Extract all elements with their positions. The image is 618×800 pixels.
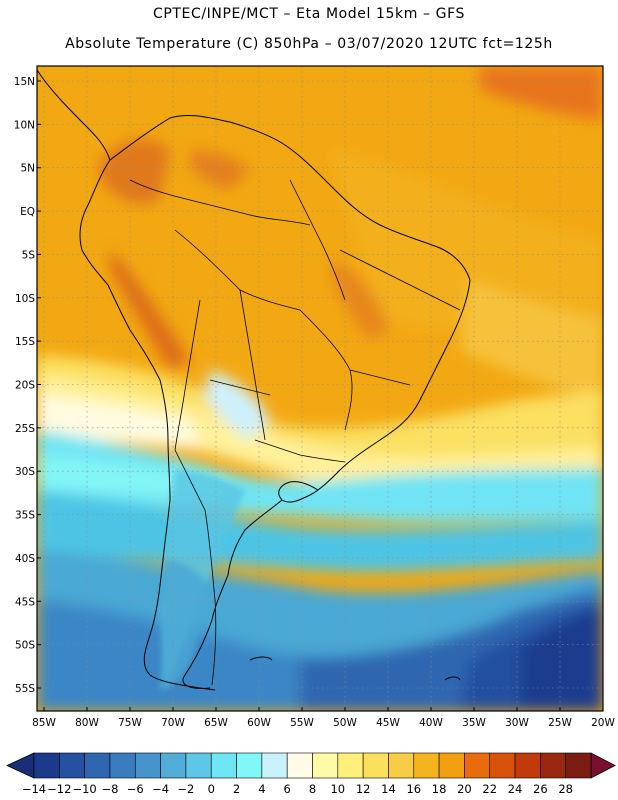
lat-label: 40S (15, 553, 35, 565)
colorbar-swatch (185, 752, 212, 779)
lon-label: 50W (333, 717, 357, 729)
colorbar-label: 26 (533, 782, 548, 796)
colorbar-label: 2 (233, 782, 240, 796)
colorbar-label: 24 (508, 782, 523, 796)
colorbar-label: −14 (22, 782, 46, 796)
colorbar-swatch (84, 752, 111, 779)
colorbar-label: 22 (482, 782, 497, 796)
map-frame (36, 65, 604, 712)
colorbar-swatch (514, 752, 541, 779)
lon-label: 75W (118, 717, 142, 729)
colorbar-under-triangle (6, 752, 35, 779)
colorbar-swatch (236, 752, 263, 779)
colorbar-label: 6 (284, 782, 291, 796)
colorbar-swatch (59, 752, 85, 779)
colorbar-label: −10 (72, 782, 96, 796)
colorbar-swatch (489, 752, 516, 779)
lat-label: 20S (15, 380, 35, 392)
colorbar-swatch (160, 752, 187, 779)
lat-label: 50S (15, 640, 35, 652)
colorbar-swatch (388, 752, 415, 779)
colorbar-swatch (540, 752, 566, 779)
colorbar-swatch (413, 752, 440, 779)
colorbar-label: −6 (127, 782, 144, 796)
lat-label: 45S (15, 596, 35, 608)
lat-label: 5N (20, 163, 35, 175)
lon-label: 40W (419, 717, 443, 729)
colorbar-over-triangle (590, 752, 616, 779)
lon-label: 30W (505, 717, 529, 729)
lat-label: 55S (15, 683, 35, 695)
colorbar-label: −8 (101, 782, 118, 796)
lon-label: 55W (290, 717, 314, 729)
title-line-1: CPTEC/INPE/MCT – Eta Model 15km – GFS (152, 6, 466, 22)
lon-label: 20W (591, 717, 615, 729)
coastline (37, 69, 471, 691)
colorbar-swatch (33, 752, 60, 779)
colorbar-swatch (438, 752, 465, 779)
lon-label: 70W (161, 717, 185, 729)
colorbar-swatch (337, 752, 364, 779)
longitude-axis: 85W 80W 75W 70W 65W 60W 55W 50W 45W 40W 35W 30W 25W 2… (32, 707, 615, 729)
colorbar-swatch (261, 752, 288, 779)
colorbar-label: 28 (558, 782, 573, 796)
colorbar-label: −12 (47, 782, 71, 796)
lon-label: 80W (75, 717, 99, 729)
lon-label: 25W (548, 717, 572, 729)
colorbar-label: 0 (208, 782, 215, 796)
colorbar-label: 12 (356, 782, 371, 796)
colorbar-label: −4 (152, 782, 169, 796)
political-borders (129, 179, 461, 686)
colorbar-label: 16 (406, 782, 421, 796)
colorbar-label: 14 (381, 782, 396, 796)
lat-label: 5S (22, 249, 36, 261)
title-line-2: Absolute Temperature (C) 850hPa – 03/07/… (65, 36, 553, 52)
colorbar-swatch (109, 752, 136, 779)
lat-label: 30S (15, 466, 35, 478)
colorbar-swatch (286, 752, 313, 779)
colorbar-label: 10 (330, 782, 345, 796)
colorbar-label: 18 (432, 782, 447, 796)
temperature-field (37, 66, 603, 711)
lat-label: 10N (14, 119, 35, 131)
colorbar-label: 4 (258, 782, 265, 796)
lat-label: EQ (20, 206, 35, 218)
colorbar-label: 20 (457, 782, 472, 796)
lon-label: 45W (376, 717, 400, 729)
lon-label: 60W (247, 717, 271, 729)
colorbar-swatch (362, 752, 389, 779)
colorbar: −14 −12 −10 −8 −6 −4 −2 0 2 4 6 8 10 12 14 16 18 20 22 24 26… (6, 752, 616, 796)
colorbar-label: −2 (177, 782, 194, 796)
colorbar-swatch (565, 752, 592, 779)
lon-label: 35W (462, 717, 486, 729)
lat-label: 25S (15, 423, 35, 435)
lat-label: 15S (15, 336, 35, 348)
lat-label: 35S (15, 510, 35, 522)
latitude-axis: 15N 10N 5N EQ 5S 10S 15S 20S 25S 30S 35S 40S 45S 50S 5… (14, 76, 41, 695)
colorbar-swatch (210, 752, 237, 779)
colorbar-swatch (464, 752, 491, 779)
lon-label: 85W (32, 717, 56, 729)
lat-label: 10S (15, 293, 35, 305)
colorbar-label: 8 (309, 782, 316, 796)
lon-label: 65W (204, 717, 228, 729)
lat-label: 15N (14, 76, 35, 88)
colorbar-swatch (312, 752, 339, 779)
colorbar-swatch (134, 752, 161, 779)
